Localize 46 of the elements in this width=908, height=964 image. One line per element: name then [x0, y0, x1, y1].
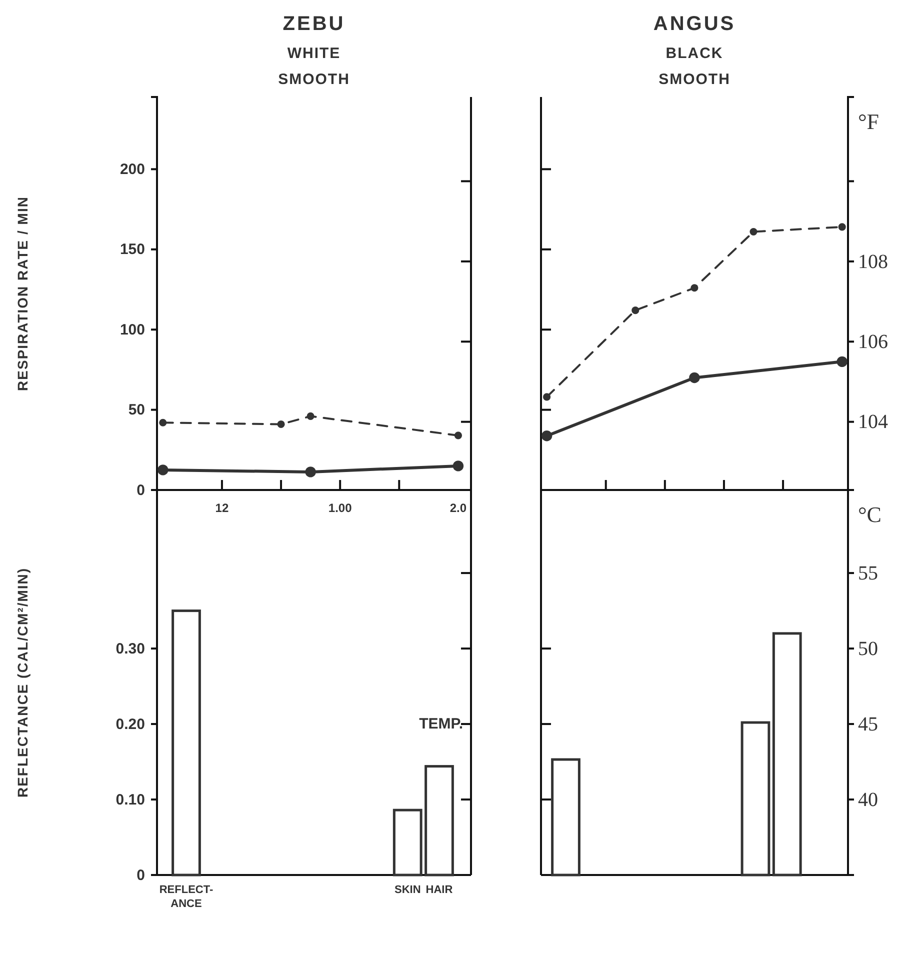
y2-tick-label: 45 — [858, 713, 878, 736]
point — [454, 432, 462, 440]
x-tick-label: 1.00 — [328, 501, 352, 515]
y2-tick-label: 108 — [858, 250, 888, 273]
text: WHITE SMOOTH — [278, 45, 350, 88]
y-tick-label: 0.10 — [116, 791, 145, 808]
point — [838, 223, 846, 231]
text: ZEBU — [282, 13, 346, 35]
point — [305, 466, 316, 478]
y2-axis-title: °F — [858, 109, 880, 134]
x-tick-label: SKIN — [394, 884, 421, 896]
point — [159, 418, 167, 426]
point — [543, 393, 551, 401]
point — [689, 372, 700, 384]
x-tick-label: REFLECT-ANCE — [159, 884, 214, 910]
y2-tick-label: 106 — [858, 331, 888, 354]
text: ANGUS — [653, 13, 736, 35]
x-tick-label: 12 — [215, 501, 229, 515]
y-axis-title: REFLECTANCE (CAL/CM²/MIN) — [14, 567, 31, 798]
y-axis-title: RESPIRATION RATE / MIN — [14, 196, 31, 391]
point — [306, 412, 314, 420]
x-tick-label: HAIR — [426, 884, 453, 896]
point — [541, 430, 552, 442]
point — [632, 306, 640, 314]
y2-tick-label: 50 — [858, 638, 878, 660]
text: BLACK SMOOTH — [658, 45, 730, 88]
point — [836, 356, 848, 368]
y-tick-label: 0.30 — [116, 640, 145, 658]
point — [690, 284, 698, 292]
y-tick-label: 150 — [120, 241, 145, 258]
y-tick-label: 200 — [120, 160, 145, 178]
y2-tick-label: 40 — [858, 788, 878, 811]
y-tick-label: 50 — [128, 402, 145, 419]
y-tick-label: 0 — [136, 866, 145, 884]
point — [158, 464, 168, 476]
y-tick-label: 0 — [136, 482, 145, 499]
point — [750, 228, 758, 236]
x-tick-label: 2.0 — [450, 501, 467, 515]
annotation: TEMP. — [419, 716, 463, 733]
y2-tick-label: 55 — [858, 562, 878, 584]
point — [277, 420, 285, 428]
y-tick-label: 0.20 — [116, 716, 145, 733]
y-tick-label: 100 — [120, 321, 145, 338]
point — [452, 460, 464, 472]
y2-tick-label: 104 — [858, 411, 888, 434]
y2-axis-title: °C — [858, 502, 882, 527]
